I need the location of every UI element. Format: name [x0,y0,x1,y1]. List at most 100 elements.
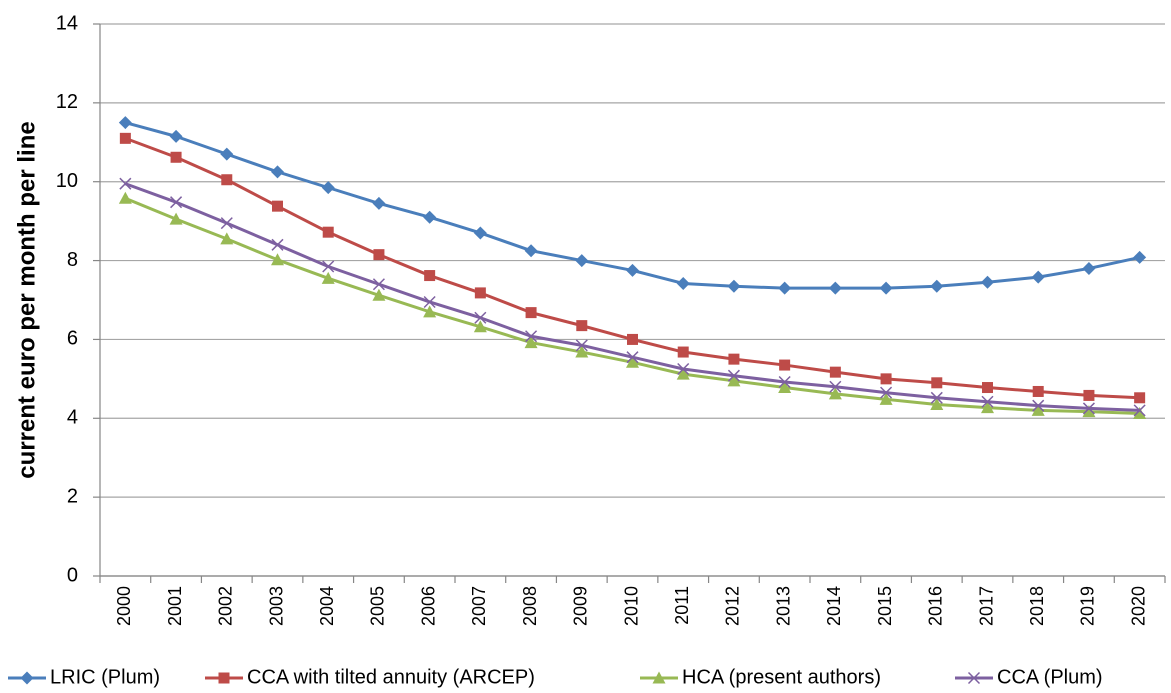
x-tick-label: 2002 [216,586,236,626]
y-tick-label: 6 [67,328,78,350]
data-point [271,253,284,266]
data-point [474,287,486,299]
y-axis-label: current euro per month per line [13,121,40,478]
data-point [424,270,436,282]
data-point [119,177,132,190]
series-line [124,196,1140,416]
legend-marker [967,671,981,685]
data-point [930,391,943,404]
data-point [575,345,589,358]
data-point [1082,402,1095,415]
data-point [221,174,233,186]
data-point [272,200,283,212]
data-point [321,181,335,195]
data-point [727,279,741,293]
data-point [677,346,689,358]
x-tick-label: 2005 [368,586,388,626]
y-tick-label: 12 [56,91,78,113]
data-point [626,355,639,368]
data-point [1031,403,1045,416]
data-point [169,129,183,143]
data-point [373,249,385,261]
y-tick-label: 14 [56,12,78,34]
data-point [1082,261,1096,275]
x-tick-label: 2009 [571,586,591,626]
legend-label: HCA (present authors) [682,666,881,688]
data-point [727,374,741,387]
data-point [119,132,131,144]
series-line [124,182,1140,412]
data-point [473,320,487,333]
data-point [524,244,538,258]
data-point [576,320,588,332]
x-tick-label: 2004 [317,586,337,626]
data-point [372,288,386,301]
data-point [1133,407,1147,420]
data-point [778,381,792,394]
y-tick-label: 10 [56,170,78,192]
data-point [778,281,792,295]
x-tick-label: 2017 [976,586,996,626]
legend-label: CCA (Plum) [997,666,1103,688]
data-point [525,330,538,343]
data-point [118,116,132,130]
data-point [575,339,588,352]
data-point [1134,392,1146,404]
data-point [829,380,842,393]
x-tick-label: 2014 [824,586,844,626]
data-point [626,263,639,277]
data-point [1031,270,1045,284]
x-tick-label: 2000 [114,586,134,626]
data-point [524,336,538,349]
data-point [474,311,487,324]
data-point [982,382,993,394]
data-point [169,212,183,225]
data-point [322,260,335,273]
data-point [779,359,791,371]
data-point [828,387,842,400]
legend-marker [20,671,34,685]
x-tick-label: 2012 [723,586,743,626]
x-tick-label: 2019 [1078,586,1098,626]
data-point [118,191,132,204]
legend-label: CCA with tilted annuity (ARCEP) [247,666,535,688]
data-point [220,217,233,230]
x-tick-label: 2016 [926,586,946,626]
data-point [930,397,944,410]
data-point [981,401,994,414]
data-point [829,366,841,378]
data-point [879,392,893,405]
data-point [170,196,183,209]
data-point [627,333,638,345]
data-point [676,367,690,380]
data-point [880,373,892,385]
data-point [931,377,943,389]
x-tick-label: 2010 [621,586,641,626]
x-tick-label: 2007 [469,586,489,626]
x-tick-label: 2015 [875,586,895,626]
x-tick-label: 2013 [773,586,793,626]
data-point [880,386,893,399]
y-tick-label: 2 [67,485,78,507]
data-point [676,276,690,290]
y-tick-label: 0 [67,564,78,586]
data-point [981,275,994,289]
x-tick-label: 2008 [520,586,540,626]
data-point [828,281,842,295]
data-point [322,226,334,238]
data-point [423,210,437,224]
x-tick-label: 2018 [1027,586,1047,626]
y-tick-label: 4 [67,407,78,429]
data-point [473,226,487,240]
data-point [981,395,994,408]
data-point [626,351,639,364]
data-point [271,238,284,251]
legend-marker [218,672,230,684]
data-point [677,362,690,376]
data-point [727,369,740,382]
data-point [170,151,182,163]
data-point [1133,250,1147,264]
data-point [321,271,335,284]
